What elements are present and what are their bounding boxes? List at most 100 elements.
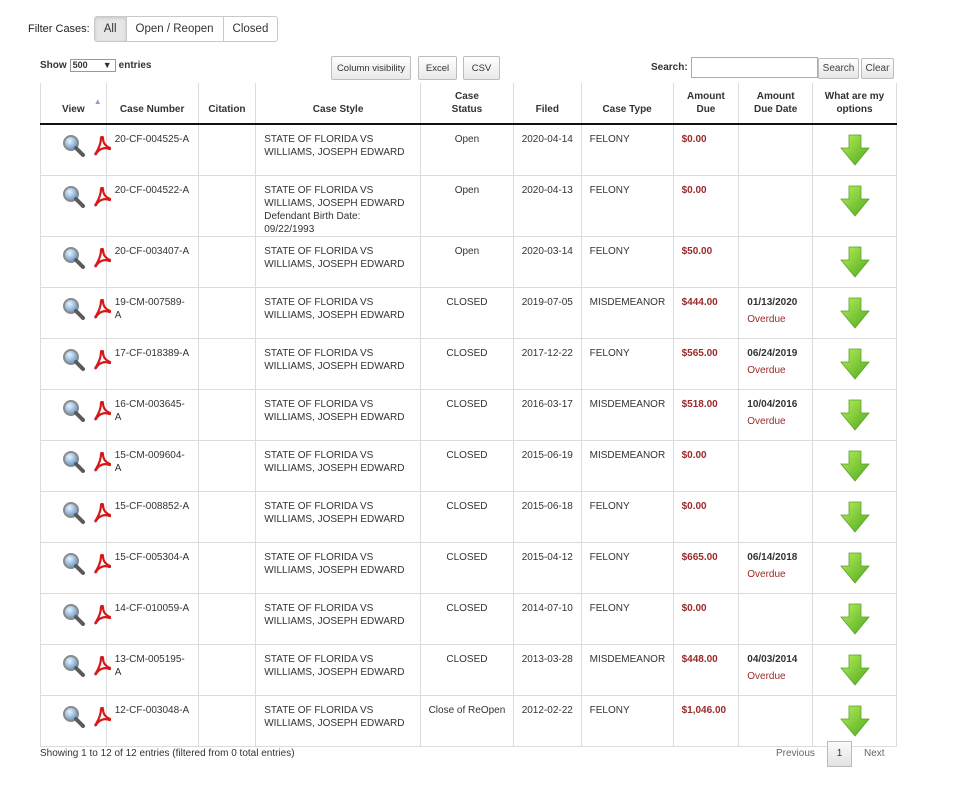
next-page-button[interactable]: Next bbox=[864, 748, 885, 759]
magnifier-icon[interactable] bbox=[61, 551, 85, 579]
green-down-arrow-icon[interactable] bbox=[839, 399, 870, 435]
due-date-value: 06/24/2019 bbox=[747, 347, 798, 359]
magnifier-icon[interactable] bbox=[61, 653, 85, 681]
due-date-value: 10/04/2016 bbox=[747, 398, 798, 410]
search-button[interactable]: Search bbox=[818, 58, 859, 79]
col-header-filed[interactable]: Filed bbox=[512, 83, 582, 125]
case-type-cell: FELONY bbox=[580, 174, 674, 237]
case-number-cell: 12-CF-003048-A bbox=[105, 694, 199, 747]
amount-due-date-cell bbox=[738, 592, 814, 645]
defendant-birth-date: Defendant Birth Date: 09/22/1993 bbox=[264, 210, 361, 235]
csv-export-button[interactable]: CSV bbox=[463, 56, 500, 80]
col-header-case-status[interactable]: Case Status bbox=[419, 83, 514, 125]
pdf-icon[interactable] bbox=[93, 184, 112, 211]
green-down-arrow-icon[interactable] bbox=[839, 501, 870, 537]
page-1-button[interactable]: 1 bbox=[827, 741, 852, 767]
col-header-case-type[interactable]: Case Type bbox=[580, 83, 674, 125]
green-down-arrow-icon[interactable] bbox=[839, 297, 870, 333]
magnifier-icon[interactable] bbox=[61, 245, 85, 273]
pdf-icon[interactable] bbox=[93, 449, 112, 476]
pdf-icon[interactable] bbox=[93, 653, 112, 680]
pdf-icon[interactable] bbox=[93, 704, 112, 731]
options-cell bbox=[812, 286, 897, 339]
filter-button-group: All Open / Reopen Closed bbox=[93, 16, 279, 42]
green-down-arrow-icon[interactable] bbox=[839, 134, 870, 170]
magnifier-icon[interactable] bbox=[61, 133, 85, 161]
page-length-value: 500 bbox=[72, 60, 88, 70]
table-row: 19-CM-007589-A STATE OF FLORIDA VS WILLIAM… bbox=[40, 286, 897, 339]
filter-closed-button[interactable]: Closed bbox=[222, 16, 279, 42]
magnifier-icon[interactable] bbox=[61, 449, 85, 477]
green-down-arrow-icon[interactable] bbox=[839, 552, 870, 588]
previous-page-button[interactable]: Previous bbox=[776, 748, 815, 759]
pdf-icon[interactable] bbox=[93, 551, 112, 578]
case-type-cell: FELONY bbox=[580, 235, 674, 288]
table-row: 15-CF-008852-A STATE OF FLORIDA VS WILLIAM… bbox=[40, 490, 897, 543]
options-cell bbox=[812, 490, 897, 543]
magnifier-icon[interactable] bbox=[61, 704, 85, 732]
col-header-amount-due-date[interactable]: Amount Due Date bbox=[738, 83, 814, 125]
amount-due-cell: $665.00 bbox=[672, 541, 740, 594]
pdf-icon[interactable] bbox=[93, 602, 112, 629]
pdf-icon[interactable] bbox=[93, 245, 112, 272]
case-style-line: WILLIAMS, JOSEPH EDWARD bbox=[264, 411, 405, 423]
pdf-icon[interactable] bbox=[93, 296, 112, 323]
view-cell bbox=[40, 643, 112, 696]
page-length-select[interactable]: 500 ▼ bbox=[69, 59, 116, 72]
magnifier-icon[interactable] bbox=[61, 347, 85, 375]
filter-all-button[interactable]: All bbox=[93, 16, 127, 42]
search-input[interactable] bbox=[691, 57, 818, 78]
filed-cell: 2015-06-18 bbox=[512, 490, 582, 543]
view-cell bbox=[40, 337, 112, 390]
view-cell bbox=[40, 286, 112, 339]
green-down-arrow-icon[interactable] bbox=[839, 705, 870, 741]
column-visibility-button[interactable]: Column visibility bbox=[331, 56, 411, 80]
green-down-arrow-icon[interactable] bbox=[839, 246, 870, 282]
col-header-case-style[interactable]: Case Style bbox=[255, 83, 421, 125]
case-status-cell: CLOSED bbox=[419, 439, 514, 492]
green-down-arrow-icon[interactable] bbox=[839, 654, 870, 690]
green-down-arrow-icon[interactable] bbox=[839, 450, 870, 486]
green-down-arrow-icon[interactable] bbox=[839, 185, 870, 221]
col-header-case-number[interactable]: Case Number bbox=[105, 83, 199, 125]
filter-bar: Filter Cases: All Open / Reopen Closed bbox=[28, 16, 279, 42]
amount-due-value: $0.00 bbox=[681, 500, 707, 512]
amount-due-value: $50.00 bbox=[681, 245, 713, 257]
case-style-cell: STATE OF FLORIDA VS WILLIAMS, JOSEPH EDWA… bbox=[255, 174, 421, 237]
citation-cell bbox=[197, 235, 257, 288]
magnifier-icon[interactable] bbox=[61, 296, 85, 324]
amount-due-date-cell bbox=[738, 439, 814, 492]
case-style-line: WILLIAMS, JOSEPH EDWARD bbox=[264, 462, 405, 474]
magnifier-icon[interactable] bbox=[61, 398, 85, 426]
case-style-line: WILLIAMS, JOSEPH EDWARD bbox=[264, 360, 405, 372]
amount-due-cell: $0.00 bbox=[672, 592, 740, 645]
amount-due-value: $565.00 bbox=[681, 347, 718, 359]
overdue-badge: Overdue bbox=[747, 670, 786, 682]
col-header-options[interactable]: What are my options bbox=[812, 83, 897, 125]
case-type-cell: FELONY bbox=[580, 490, 674, 543]
amount-due-value: $0.00 bbox=[681, 134, 707, 145]
case-style-line: STATE OF FLORIDA VS bbox=[264, 602, 374, 614]
filter-open-reopen-button[interactable]: Open / Reopen bbox=[125, 16, 224, 42]
magnifier-icon[interactable] bbox=[61, 184, 85, 212]
view-cell bbox=[40, 388, 112, 441]
magnifier-icon[interactable] bbox=[61, 500, 85, 528]
options-cell bbox=[812, 592, 897, 645]
pdf-icon[interactable] bbox=[93, 398, 112, 425]
col-header-amount-due[interactable]: Amount Due bbox=[672, 83, 740, 125]
amount-due-date-cell: 06/14/2018 Overdue bbox=[738, 541, 814, 594]
excel-export-button[interactable]: Excel bbox=[418, 56, 457, 80]
case-style-line: WILLIAMS, JOSEPH EDWARD bbox=[264, 147, 405, 158]
clear-button[interactable]: Clear bbox=[861, 58, 894, 79]
amount-due-cell: $0.00 bbox=[672, 123, 740, 176]
pdf-icon[interactable] bbox=[93, 500, 112, 527]
magnifier-icon[interactable] bbox=[61, 602, 85, 630]
pdf-icon[interactable] bbox=[93, 347, 112, 374]
pdf-icon[interactable] bbox=[93, 133, 112, 160]
green-down-arrow-icon[interactable] bbox=[839, 603, 870, 639]
col-header-view[interactable]: View ▲ bbox=[40, 83, 107, 125]
col-header-citation[interactable]: Citation bbox=[197, 83, 257, 125]
amount-due-date-cell bbox=[738, 174, 814, 237]
green-down-arrow-icon[interactable] bbox=[839, 348, 870, 384]
view-cell bbox=[40, 123, 112, 176]
